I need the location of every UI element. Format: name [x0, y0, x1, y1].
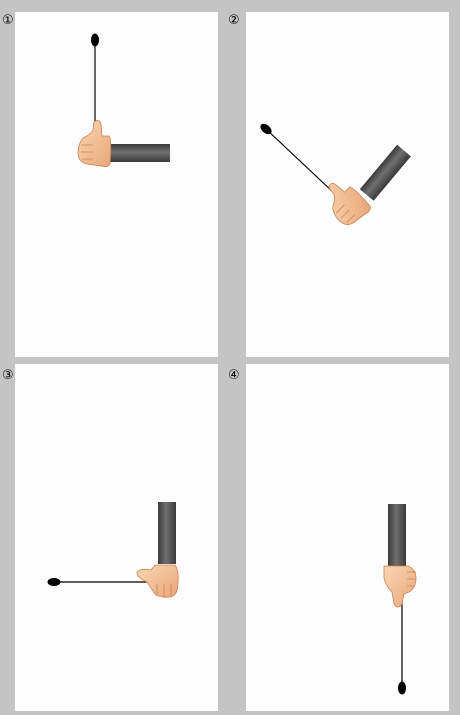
sleeve-icon [359, 144, 411, 201]
panel-3 [15, 364, 218, 711]
panel-1 [15, 12, 218, 357]
thumbs-up-hand-icon [328, 183, 371, 225]
sleeve-icon [158, 502, 176, 564]
panel-3-drawing [47, 502, 179, 598]
sleeve-icon [388, 504, 406, 566]
thumbs-up-hand-icon [383, 565, 417, 608]
sleeve-icon [107, 144, 170, 162]
pendulum-bob [91, 33, 99, 47]
panel-4-drawing [383, 504, 417, 695]
panel-1-drawing [77, 33, 170, 168]
pendulum-bob [398, 681, 406, 695]
panel-number-2: ② [228, 13, 240, 28]
panel-number-4: ④ [228, 368, 240, 383]
panel-2-drawing [260, 123, 411, 225]
panel-2 [246, 12, 449, 357]
pendulum-bob [260, 123, 272, 135]
thumbs-up-hand-icon [136, 564, 179, 598]
panel-4 [246, 364, 449, 711]
panel-number-1: ① [2, 13, 14, 28]
panel-number-3: ③ [2, 368, 14, 383]
thumbs-up-hand-icon [77, 120, 112, 168]
pendulum-bob [47, 578, 61, 586]
